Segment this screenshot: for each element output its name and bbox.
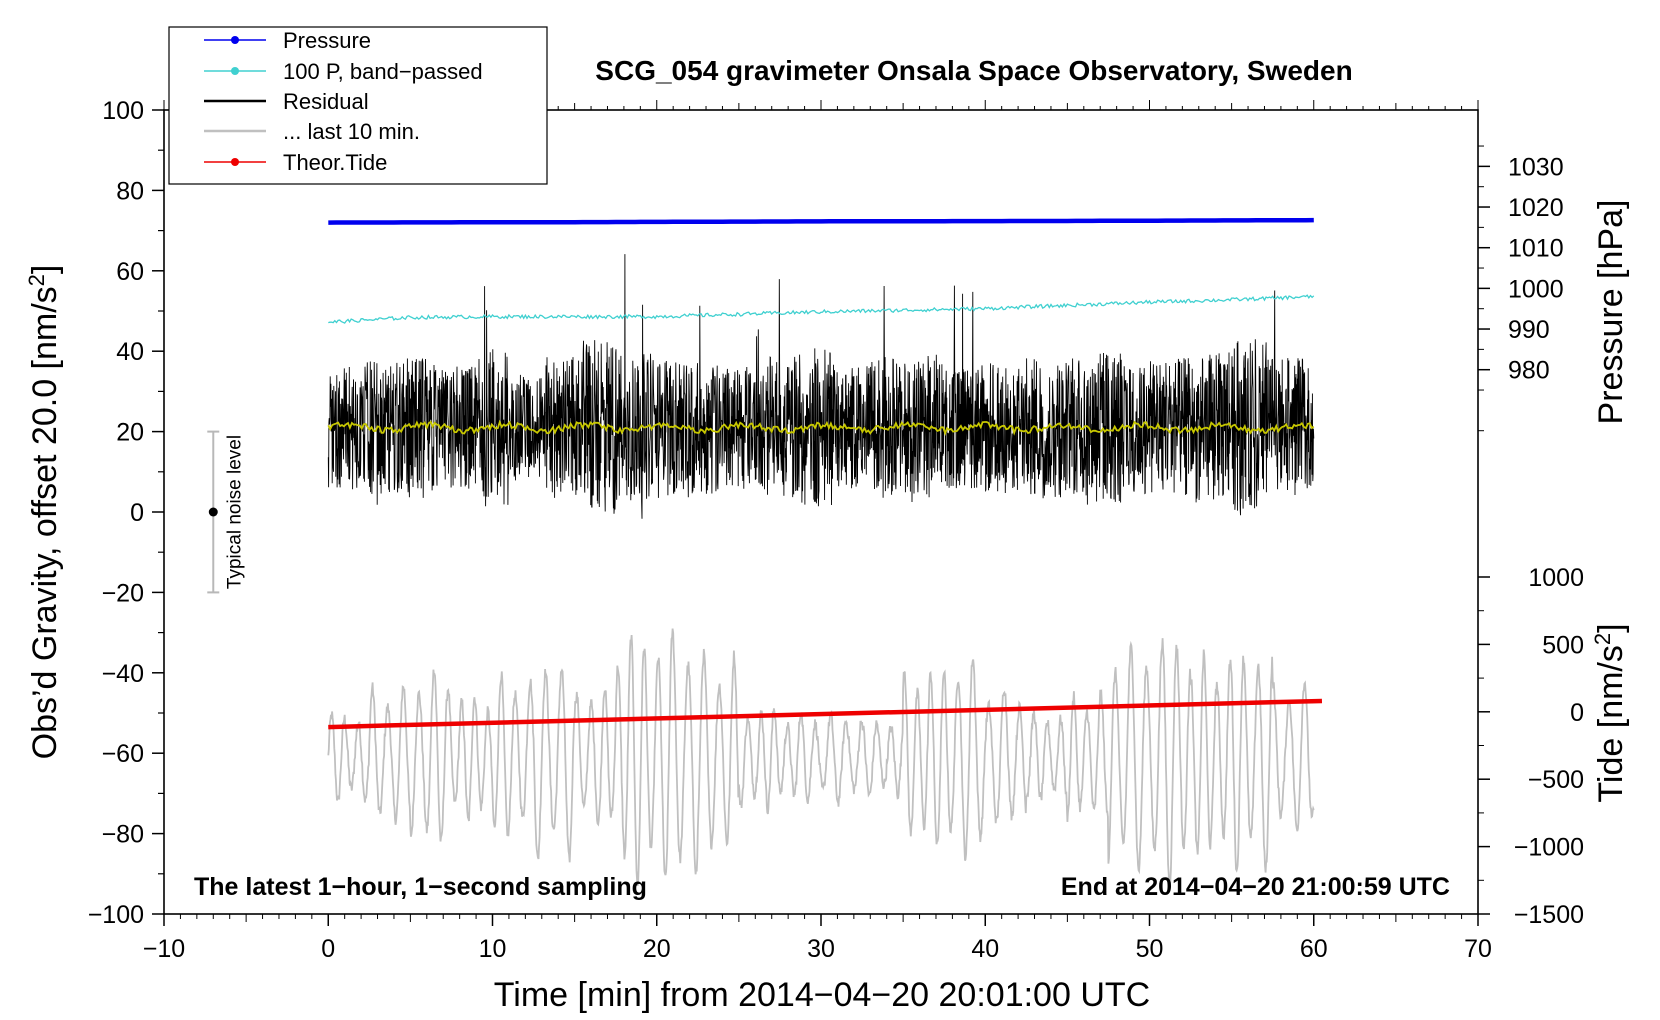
noise-indicator: Typical noise level bbox=[207, 430, 245, 594]
tide-tick-label: 1000 bbox=[1528, 564, 1584, 592]
x-tick-label: −10 bbox=[143, 935, 185, 963]
y-tick-label: −80 bbox=[102, 821, 144, 849]
x-tick-label: 50 bbox=[1136, 935, 1164, 963]
legend-label-residual: Residual bbox=[283, 89, 369, 114]
y-tick-label: 100 bbox=[102, 97, 144, 125]
y-axis-label-pressure: Pressure [hPa] bbox=[1592, 200, 1630, 425]
y-axis-label-left: Obs’d Gravity, offset 20.0 [nm/s2] bbox=[24, 265, 64, 760]
legend-box bbox=[168, 26, 548, 185]
legend-marker-tide bbox=[231, 158, 239, 166]
chart-title: SCG_054 gravimeter Onsala Space Observat… bbox=[595, 55, 1352, 86]
legend-marker-pressure bbox=[231, 36, 239, 44]
pressure-tick-label: 1020 bbox=[1508, 194, 1564, 222]
tide-tick-label: −500 bbox=[1528, 766, 1584, 794]
pressure-tick-label: 1010 bbox=[1508, 235, 1564, 263]
x-tick-label: 70 bbox=[1464, 935, 1492, 963]
noise-level-label: Typical noise level bbox=[224, 435, 245, 589]
x-tick-label: 0 bbox=[321, 935, 335, 963]
pressure-tick-label: 1000 bbox=[1508, 275, 1564, 303]
series-layer bbox=[327, 217, 1323, 887]
tide-tick-labels: −1500 −1000 −500 0 500 1000 bbox=[1514, 564, 1584, 929]
y-axis-label-tide: Tide [nm/s2] bbox=[1590, 623, 1630, 802]
series-pressure bbox=[328, 217, 1314, 225]
y-tick-label: −40 bbox=[102, 660, 144, 688]
y-tick-label: −20 bbox=[102, 579, 144, 607]
series-last-10-min bbox=[327, 628, 1315, 887]
y-tick-label: 80 bbox=[116, 177, 144, 205]
legend-label-pressure: Pressure bbox=[283, 28, 371, 53]
pressure-tick-label: 1030 bbox=[1508, 153, 1564, 181]
y-tick-label: 0 bbox=[130, 499, 144, 527]
tide-tick-label: −1500 bbox=[1514, 901, 1584, 929]
tide-tick-label: 0 bbox=[1570, 699, 1584, 727]
series-theor-tide bbox=[328, 698, 1323, 730]
x-tick-label: 30 bbox=[807, 935, 835, 963]
series-band-passed bbox=[328, 294, 1315, 324]
annotation-end-time: End at 2014−04−20 21:00:59 UTC bbox=[1061, 873, 1450, 901]
legend: Pressure 100 P, band−passed Residual ...… bbox=[168, 26, 548, 185]
y-tick-label: −100 bbox=[88, 901, 144, 929]
series-residual bbox=[327, 254, 1315, 519]
noise-level-dot bbox=[208, 507, 218, 517]
x-axis-label: Time [min] from 2014−04−20 20:01:00 UTC bbox=[494, 976, 1150, 1014]
pressure-tick-label: 980 bbox=[1508, 357, 1550, 385]
y-tick-label: −60 bbox=[102, 740, 144, 768]
x-tick-label: 10 bbox=[479, 935, 507, 963]
x-tick-labels: −10 0 10 20 30 40 50 60 70 bbox=[143, 935, 1492, 963]
x-tick-label: 20 bbox=[643, 935, 671, 963]
y-tick-label: 20 bbox=[116, 419, 144, 447]
legend-label-tide: Theor.Tide bbox=[283, 150, 387, 175]
legend-label-bandpassed: 100 P, band−passed bbox=[283, 59, 483, 84]
y-tick-labels: −100 −80 −60 −40 −20 0 20 40 60 80 100 bbox=[88, 97, 144, 929]
legend-marker-bandpassed bbox=[231, 67, 239, 75]
x-tick-label: 60 bbox=[1300, 935, 1328, 963]
legend-label-last10: ... last 10 min. bbox=[283, 119, 420, 144]
annotation-sampling: The latest 1−hour, 1−second sampling bbox=[194, 873, 647, 901]
tide-tick-label: −1000 bbox=[1514, 834, 1584, 862]
series-residual-mean bbox=[327, 419, 1315, 436]
pressure-tick-labels: 980 990 1000 1010 1020 1030 bbox=[1508, 153, 1564, 384]
y-tick-label: 40 bbox=[116, 338, 144, 366]
pressure-tick-label: 990 bbox=[1508, 316, 1550, 344]
y-tick-label: 60 bbox=[116, 258, 144, 286]
plot-frame bbox=[163, 109, 1479, 915]
tide-tick-label: 500 bbox=[1542, 631, 1584, 659]
x-tick-label: 40 bbox=[971, 935, 999, 963]
